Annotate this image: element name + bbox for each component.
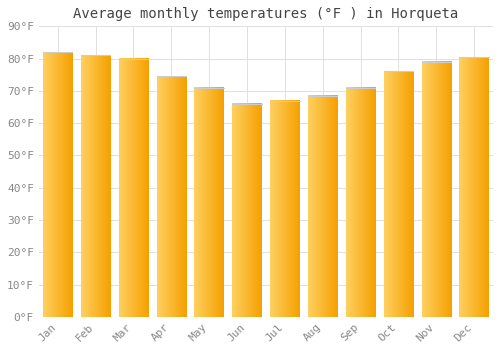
Title: Average monthly temperatures (°F ) in Horqueta: Average monthly temperatures (°F ) in Ho…: [74, 7, 458, 21]
